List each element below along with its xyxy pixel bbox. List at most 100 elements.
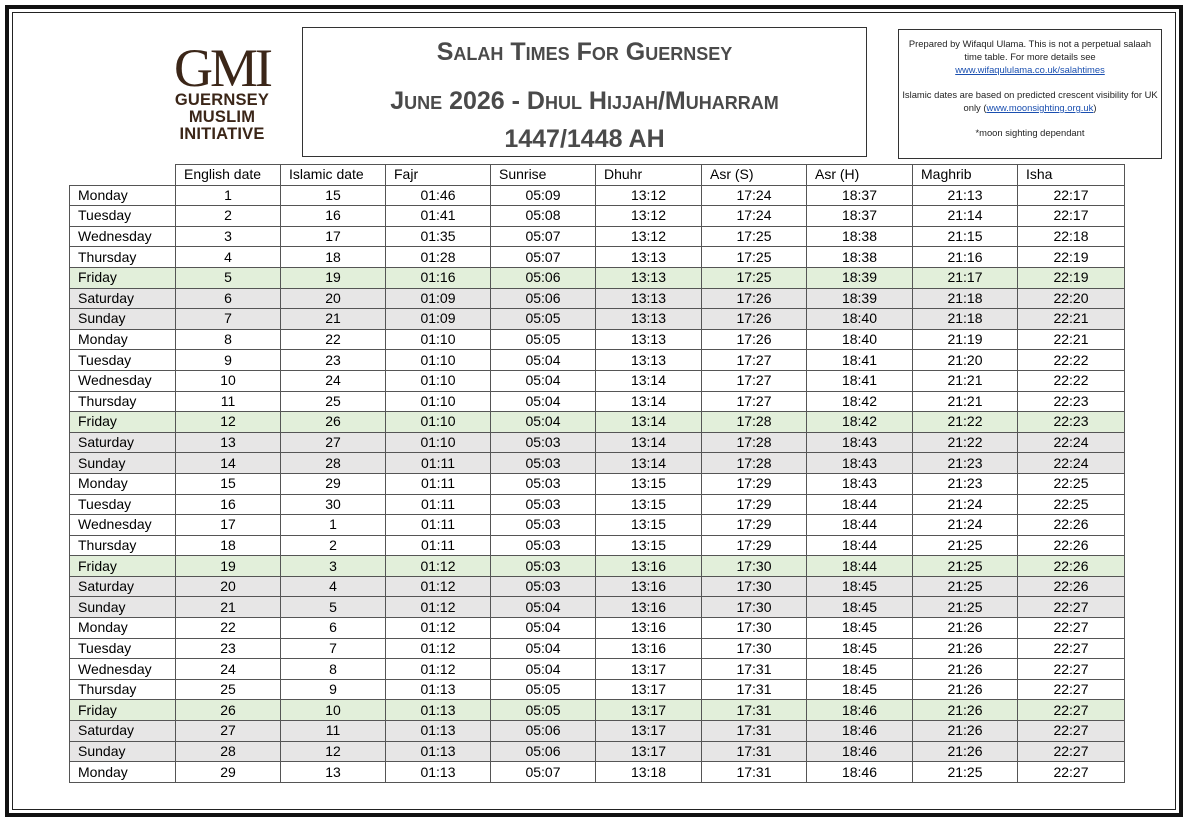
time-cell: 12 — [175, 411, 281, 433]
table-row: Friday 19 3 01:12 05:03 13:16 17:30 18:44 21:25 2… — [69, 555, 1125, 577]
day-cell: Saturday — [69, 720, 176, 742]
time-cell: 18:38 — [806, 225, 913, 248]
time-cell: 05:06 — [490, 740, 596, 763]
time-cell: 01:12 — [385, 596, 491, 619]
time-cell: 05:06 — [490, 720, 596, 742]
time-cell: 18:45 — [806, 617, 913, 639]
table-row: Sunday 28 12 01:13 05:06 13:17 17:31 18:46 21:26… — [69, 740, 1125, 763]
time-cell: 18:42 — [806, 411, 913, 433]
logo-line-guernsey: GUERNSEY — [174, 91, 270, 109]
time-cell: 17:28 — [701, 411, 807, 433]
table-row: Thursday 25 9 01:13 05:05 13:17 17:31 18:45 21:2… — [69, 678, 1125, 701]
day-cell: Tuesday — [69, 493, 176, 516]
time-cell: 13:15 — [595, 514, 702, 536]
table-row: Sunday 7 21 01:09 05:05 13:13 17:26 18:40 21:18 2… — [69, 308, 1125, 330]
salahtimes-link[interactable]: www.wifaqululama.co.uk/salahtimes — [955, 64, 1105, 75]
time-cell: 05:05 — [490, 678, 596, 701]
page-title: Salah Times For Guernsey — [436, 38, 733, 66]
time-cell: 21:19 — [912, 328, 1018, 351]
time-cell: 2 — [175, 205, 281, 227]
table-row: Thursday 4 18 01:28 05:07 13:13 17:25 18:38 21:1… — [69, 246, 1125, 268]
time-cell: 21:26 — [912, 617, 1018, 639]
time-cell: 22 — [280, 328, 386, 351]
time-cell: 01:10 — [385, 328, 491, 351]
time-cell: 18:41 — [806, 349, 913, 371]
time-cell: 27 — [175, 720, 281, 742]
time-cell: 18:37 — [806, 184, 913, 207]
time-cell: 21:25 — [912, 761, 1018, 783]
day-cell: Thursday — [69, 534, 176, 557]
time-cell: 22:27 — [1017, 761, 1125, 783]
time-cell: 13:17 — [595, 658, 702, 680]
time-cell: 22:27 — [1017, 637, 1125, 660]
time-cell: 3 — [175, 225, 281, 248]
time-cell: 05:06 — [490, 287, 596, 310]
table-body: Monday 1 15 01:46 05:09 13:12 17:24 18:37 21:13 2… — [69, 184, 1125, 783]
time-cell: 13:15 — [595, 493, 702, 516]
gmi-logo: GMI GUERNSEY MUSLIM INITIATIVE — [160, 41, 284, 143]
table-row: Wednesday 10 24 01:10 05:04 13:14 17:27 18:41 21… — [69, 369, 1125, 392]
time-cell: 17:25 — [701, 246, 807, 268]
time-cell: 13:16 — [595, 555, 702, 577]
table-row: Sunday 21 5 01:12 05:04 13:16 17:30 18:45 21:25 2… — [69, 596, 1125, 619]
time-cell: 05:03 — [490, 472, 596, 495]
time-cell: 05:03 — [490, 534, 596, 557]
header-cell: Sunrise — [490, 164, 596, 186]
time-cell: 22:27 — [1017, 740, 1125, 763]
time-cell: 21:26 — [912, 678, 1018, 701]
time-cell: 9 — [175, 349, 281, 371]
table-row: Saturday 20 4 01:12 05:03 13:16 17:30 18:45 21:2… — [69, 575, 1125, 598]
time-cell: 8 — [280, 658, 386, 680]
time-cell: 21 — [280, 308, 386, 330]
time-cell: 13:14 — [595, 431, 702, 454]
time-cell: 22:22 — [1017, 369, 1125, 392]
notes-box: Prepared by Wifaqul Ulama. This is not a… — [898, 29, 1162, 159]
day-cell: Thursday — [69, 678, 176, 701]
time-cell: 05:06 — [490, 266, 596, 289]
time-cell: 05:05 — [490, 308, 596, 330]
time-cell: 18:44 — [806, 493, 913, 516]
time-cell: 13:14 — [595, 411, 702, 433]
day-cell: Tuesday — [69, 637, 176, 660]
time-cell: 13:18 — [595, 761, 702, 783]
time-cell: 5 — [280, 596, 386, 619]
time-cell: 8 — [175, 328, 281, 351]
time-cell: 05:04 — [490, 596, 596, 619]
day-cell: Monday — [69, 328, 176, 351]
day-cell: Monday — [69, 761, 176, 783]
header-cell-blank — [69, 164, 176, 186]
time-cell: 22:21 — [1017, 328, 1125, 351]
notes-spacer — [899, 76, 1161, 88]
time-cell: 17:28 — [701, 452, 807, 474]
time-cell: 21:23 — [912, 452, 1018, 474]
time-cell: 01:11 — [385, 452, 491, 474]
day-cell: Saturday — [69, 287, 176, 310]
time-cell: 05:04 — [490, 617, 596, 639]
time-cell: 17 — [175, 514, 281, 536]
time-cell: 01:12 — [385, 658, 491, 680]
time-cell: 18:45 — [806, 575, 913, 598]
time-cell: 18:39 — [806, 287, 913, 310]
time-cell: 2 — [280, 534, 386, 557]
table-row: Friday 5 19 01:16 05:06 13:13 17:25 18:39 21:17 2… — [69, 266, 1125, 289]
time-cell: 22:27 — [1017, 699, 1125, 722]
time-cell: 17:31 — [701, 720, 807, 742]
time-cell: 18:43 — [806, 452, 913, 474]
time-cell: 18:43 — [806, 472, 913, 495]
time-cell: 18:37 — [806, 205, 913, 227]
moonsighting-link[interactable]: www.moonsighting.org.uk — [986, 102, 1094, 113]
time-cell: 22:24 — [1017, 431, 1125, 454]
time-cell: 23 — [280, 349, 386, 371]
time-cell: 13:14 — [595, 369, 702, 392]
notes-islamic-dates: Islamic dates are based on predicted cre… — [899, 88, 1161, 114]
time-cell: 22:19 — [1017, 246, 1125, 268]
time-cell: 21:25 — [912, 596, 1018, 619]
time-cell: 17:30 — [701, 596, 807, 619]
time-cell: 22:26 — [1017, 575, 1125, 598]
table-row: Friday 26 10 01:13 05:05 13:17 17:31 18:46 21:26… — [69, 699, 1125, 722]
time-cell: 21:26 — [912, 720, 1018, 742]
table-row: Wednesday 3 17 01:35 05:07 13:12 17:25 18:38 21:… — [69, 225, 1125, 248]
time-cell: 13:13 — [595, 246, 702, 268]
notes-moon-sighting: *moon sighting dependant — [975, 127, 1085, 138]
table-row: Monday 8 22 01:10 05:05 13:13 17:26 18:40 21:19 2… — [69, 328, 1125, 351]
